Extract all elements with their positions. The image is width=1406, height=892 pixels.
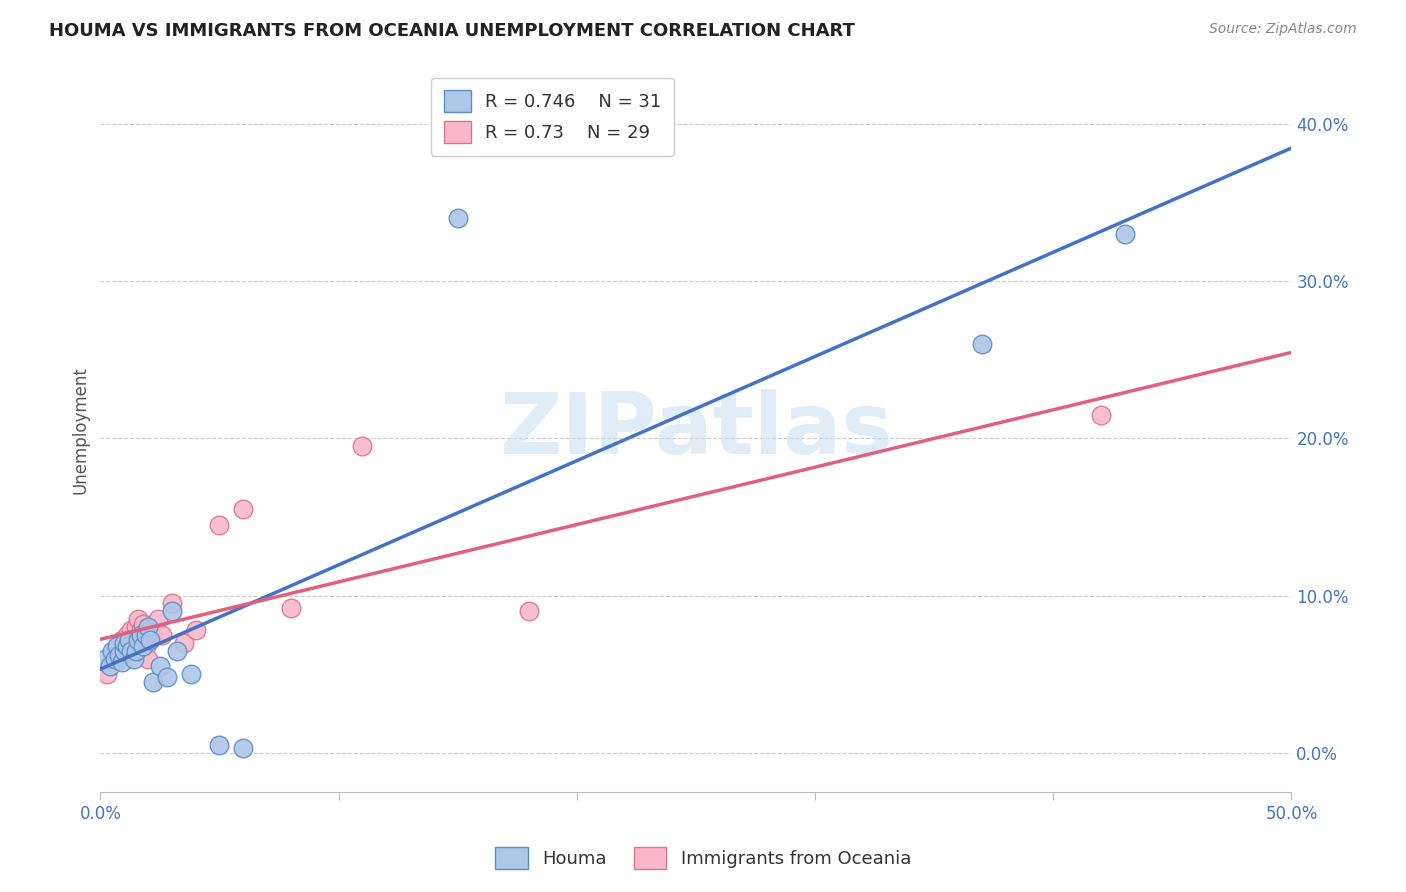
Point xyxy=(173,636,195,650)
Point xyxy=(1090,408,1112,422)
Point xyxy=(122,651,145,665)
Point xyxy=(136,620,159,634)
Point xyxy=(232,502,254,516)
Point xyxy=(129,628,152,642)
Point xyxy=(104,643,127,657)
Point xyxy=(149,659,172,673)
Point xyxy=(101,651,124,665)
Point xyxy=(136,651,159,665)
Point xyxy=(105,639,128,653)
Point xyxy=(118,636,141,650)
Point xyxy=(115,639,138,653)
Point xyxy=(108,651,131,665)
Point xyxy=(156,670,179,684)
Point xyxy=(142,675,165,690)
Point xyxy=(139,632,162,647)
Point xyxy=(1114,227,1136,241)
Point xyxy=(132,616,155,631)
Point xyxy=(122,632,145,647)
Point xyxy=(447,211,470,225)
Point xyxy=(184,624,207,638)
Point xyxy=(208,738,231,752)
Text: Source: ZipAtlas.com: Source: ZipAtlas.com xyxy=(1209,22,1357,37)
Point xyxy=(150,628,173,642)
Legend: R = 0.746    N = 31, R = 0.73    N = 29: R = 0.746 N = 31, R = 0.73 N = 29 xyxy=(432,78,673,156)
Point xyxy=(120,643,142,657)
Point xyxy=(142,628,165,642)
Point xyxy=(352,439,374,453)
Point xyxy=(232,741,254,756)
Point xyxy=(96,667,118,681)
Point xyxy=(517,604,540,618)
Y-axis label: Unemployment: Unemployment xyxy=(72,367,89,494)
Point xyxy=(120,624,142,638)
Point xyxy=(94,651,117,665)
Point xyxy=(111,655,134,669)
Point xyxy=(98,659,121,673)
Point xyxy=(112,636,135,650)
Point xyxy=(166,643,188,657)
Point xyxy=(118,632,141,647)
Point xyxy=(127,612,149,626)
Point xyxy=(111,632,134,647)
Point xyxy=(125,620,148,634)
Point xyxy=(208,517,231,532)
Point xyxy=(132,639,155,653)
Point xyxy=(180,667,202,681)
Point xyxy=(160,597,183,611)
Point xyxy=(160,604,183,618)
Point xyxy=(129,624,152,638)
Point xyxy=(970,336,993,351)
Point xyxy=(105,639,128,653)
Point xyxy=(135,639,157,653)
Point xyxy=(125,643,148,657)
Point xyxy=(112,643,135,657)
Text: HOUMA VS IMMIGRANTS FROM OCEANIA UNEMPLOYMENT CORRELATION CHART: HOUMA VS IMMIGRANTS FROM OCEANIA UNEMPLO… xyxy=(49,22,855,40)
Point xyxy=(101,643,124,657)
Point xyxy=(112,639,135,653)
Legend: Houma, Immigrants from Oceania: Houma, Immigrants from Oceania xyxy=(486,838,920,879)
Point xyxy=(115,628,138,642)
Text: ZIPatlas: ZIPatlas xyxy=(499,389,893,472)
Point xyxy=(108,648,131,663)
Point xyxy=(280,601,302,615)
Point xyxy=(104,651,127,665)
Point xyxy=(127,632,149,647)
Point xyxy=(135,628,157,642)
Point xyxy=(146,612,169,626)
